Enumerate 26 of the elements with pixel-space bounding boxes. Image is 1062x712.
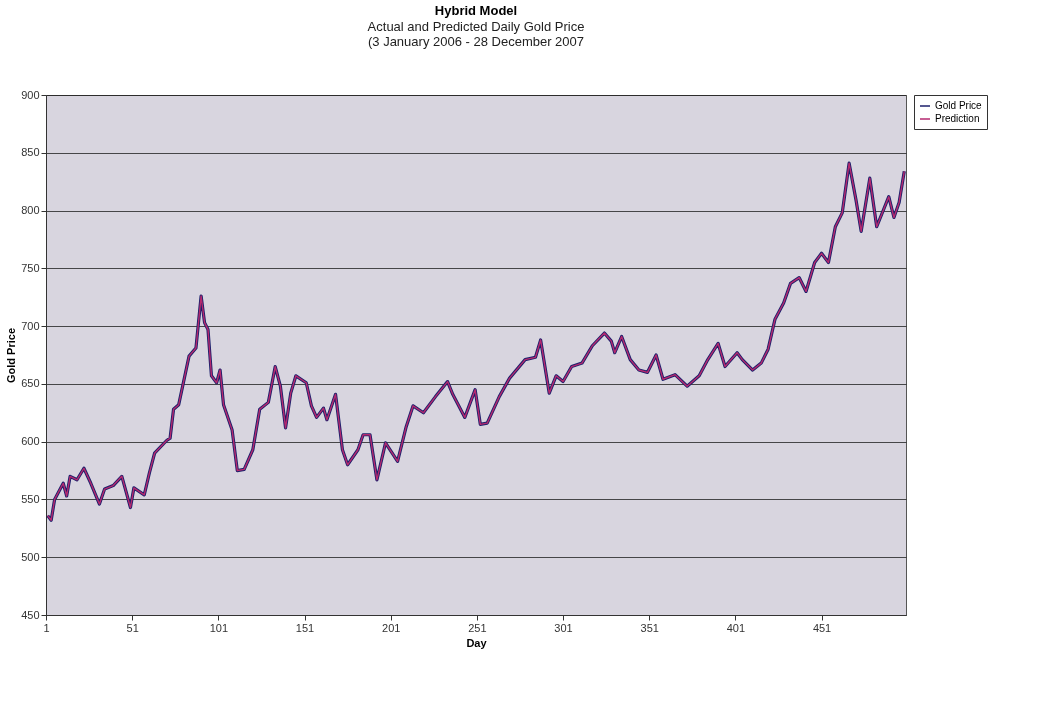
y-axis-title: Gold Price <box>5 327 18 384</box>
legend-label: Prediction <box>935 113 980 124</box>
x-tick-label: 401 <box>726 621 746 634</box>
x-tick-label: 51 <box>126 621 139 634</box>
y-tick-label: 850 <box>21 146 40 159</box>
chart-subtitle: Actual and Predicted Daily Gold Price (3 January 2006 - 28 December 2007 <box>367 19 585 49</box>
x-tick-label: 1 <box>43 621 50 634</box>
x-tick-label: 351 <box>640 621 659 634</box>
y-tick-label: 800 <box>21 204 40 217</box>
y-tick-label: 900 <box>21 88 40 101</box>
x-tick-label: 301 <box>554 621 573 634</box>
y-tick-label: 500 <box>21 550 40 563</box>
x-tick-label: 451 <box>812 621 832 634</box>
x-tick-label: 101 <box>209 621 229 634</box>
y-tick-label: 600 <box>21 435 40 448</box>
y-tick-label: 700 <box>21 319 40 332</box>
x-tick-label: 251 <box>468 621 487 634</box>
x-axis-title: Day <box>466 636 488 649</box>
x-tick-label: 201 <box>382 621 401 634</box>
y-tick-label: 450 <box>21 608 40 621</box>
chart-title: Hybrid Model <box>434 3 518 18</box>
y-tick-label: 650 <box>21 377 40 390</box>
x-tick-label: 151 <box>295 621 315 634</box>
y-tick-label: 550 <box>21 492 40 505</box>
y-tick-label: 750 <box>21 261 40 274</box>
legend-label: Gold Price <box>935 100 983 111</box>
